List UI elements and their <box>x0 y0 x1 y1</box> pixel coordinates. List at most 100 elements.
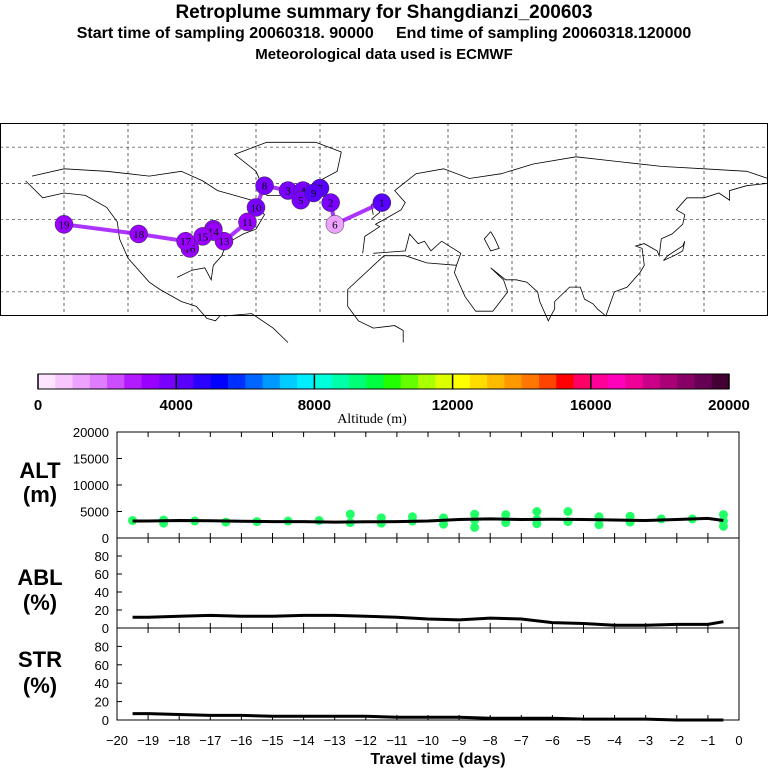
colorbar-tick-label: 16000 <box>570 397 612 414</box>
y-tick-label: 0 <box>102 713 109 728</box>
colorbar-swatch <box>210 374 229 389</box>
x-axis-title: Travel time (days) <box>370 751 505 768</box>
x-tick-label: −2 <box>669 733 684 748</box>
alt-point <box>501 510 511 520</box>
colorbar-swatch <box>38 374 56 389</box>
colorbar-tick-label: 4000 <box>160 397 193 414</box>
cluster-label: 6 <box>332 219 338 231</box>
cluster-label: 15 <box>197 231 209 243</box>
y-tick-label: 60 <box>95 567 109 582</box>
colorbar-swatch <box>176 374 194 389</box>
cluster-marker <box>129 224 148 244</box>
figure-title: Retroplume summary for Shangdianzi_20060… <box>175 2 593 23</box>
cluster-marker <box>54 215 74 234</box>
coastline <box>223 313 289 343</box>
colorbar-swatch <box>366 374 384 389</box>
colorbar-swatch <box>89 374 108 389</box>
colorbar-swatch <box>297 374 315 389</box>
x-tick-label: −16 <box>230 733 252 748</box>
colorbar-swatch <box>538 374 557 389</box>
panel-frame <box>116 627 740 721</box>
coastline <box>31 168 265 282</box>
x-tick-label: 0 <box>735 733 742 748</box>
alt-point <box>718 521 728 531</box>
colorbar-tick-label: 12000 <box>432 397 474 414</box>
colorbar-swatch <box>331 374 350 389</box>
x-tick-label: −1 <box>700 733 715 748</box>
series-line <box>132 613 724 627</box>
cluster-marker <box>193 227 212 246</box>
x-tick-label: −15 <box>261 733 283 748</box>
x-tick-label: −20 <box>106 733 128 748</box>
colorbar-swatch <box>72 374 91 389</box>
panel-str: 0 20 40 60 80 STR(%) <box>18 627 740 728</box>
colorbar-swatch <box>245 374 263 389</box>
y-tick-label: 10000 <box>73 478 109 493</box>
colorbar-swatch <box>469 374 488 389</box>
y-tick-label: 80 <box>95 639 109 654</box>
panel-yunit: (%) <box>23 673 57 698</box>
colorbar-swatch <box>642 374 661 389</box>
coastline <box>362 156 768 254</box>
colorbar-swatch <box>659 374 678 389</box>
colorbar-swatch <box>262 374 281 389</box>
colorbar-swatch <box>435 374 453 389</box>
coastline <box>663 241 686 261</box>
y-tick-label: 40 <box>95 585 109 600</box>
colorbar-tick-label: 8000 <box>298 397 331 414</box>
colorbar-swatch <box>573 374 592 389</box>
cluster-label: 16 <box>184 243 196 255</box>
cluster-marker <box>321 193 340 212</box>
colorbar-swatch <box>400 374 419 389</box>
colorbar-swatch <box>677 374 695 389</box>
cluster-label: 10 <box>251 202 263 214</box>
colorbar-swatch <box>625 374 644 389</box>
y-tick-label: 0 <box>102 621 109 636</box>
altitude-colorbar: 0 4000 8000 12000 16000 20000 Altitude (m) <box>34 373 750 427</box>
x-tick-label: −6 <box>545 733 560 748</box>
cluster-label: 3 <box>285 186 291 198</box>
coastline <box>453 182 768 322</box>
x-tick-label: −17 <box>199 733 221 748</box>
cluster-label: 11 <box>242 217 253 229</box>
cluster-marker <box>176 231 195 251</box>
cluster-label: 8 <box>262 181 268 193</box>
colorbar-swatch <box>452 374 471 389</box>
x-tick-label: −13 <box>324 733 346 748</box>
alt-point <box>345 509 355 519</box>
colorbar-swatch <box>487 374 505 389</box>
x-tick-label: −19 <box>137 733 159 748</box>
coastline <box>25 180 221 322</box>
y-tick-label: 20 <box>95 603 109 618</box>
alt-point <box>594 520 604 530</box>
x-tick-label: −18 <box>168 733 190 748</box>
cluster-label: 13 <box>219 236 231 248</box>
alt-point <box>532 519 542 529</box>
colorbar-swatch <box>158 374 177 389</box>
colorbar-swatch <box>141 374 160 389</box>
panel-ylabel: ABL <box>17 565 62 590</box>
cluster-marker <box>372 193 392 212</box>
alt-point <box>439 519 449 529</box>
colorbar-swatch <box>228 374 246 389</box>
colorbar-swatch <box>590 374 609 389</box>
alt-point <box>563 507 573 516</box>
y-tick-label: 0 <box>102 531 109 546</box>
colorbar-swatch <box>383 374 402 389</box>
colorbar-swatch <box>314 374 333 389</box>
alt-point <box>407 512 417 522</box>
x-tick-label: −4 <box>607 733 622 748</box>
colorbar-swatch <box>193 374 212 389</box>
colorbar-swatch <box>107 374 125 389</box>
x-tick-label: −3 <box>638 733 653 748</box>
coastline <box>347 233 462 343</box>
colorbar-swatch <box>418 374 436 389</box>
alt-point <box>532 507 542 516</box>
colorbar-swatch <box>711 374 730 389</box>
cluster-marker <box>238 212 257 232</box>
x-tick-label: −10 <box>417 733 439 748</box>
panel-alt: 0 5000 10000 15000 20000 ALT(m) <box>19 425 740 546</box>
x-tick-label: −8 <box>483 733 498 748</box>
y-tick-label: 20 <box>95 695 109 710</box>
